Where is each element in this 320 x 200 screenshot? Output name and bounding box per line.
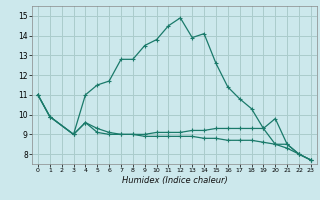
X-axis label: Humidex (Indice chaleur): Humidex (Indice chaleur) — [122, 176, 227, 185]
